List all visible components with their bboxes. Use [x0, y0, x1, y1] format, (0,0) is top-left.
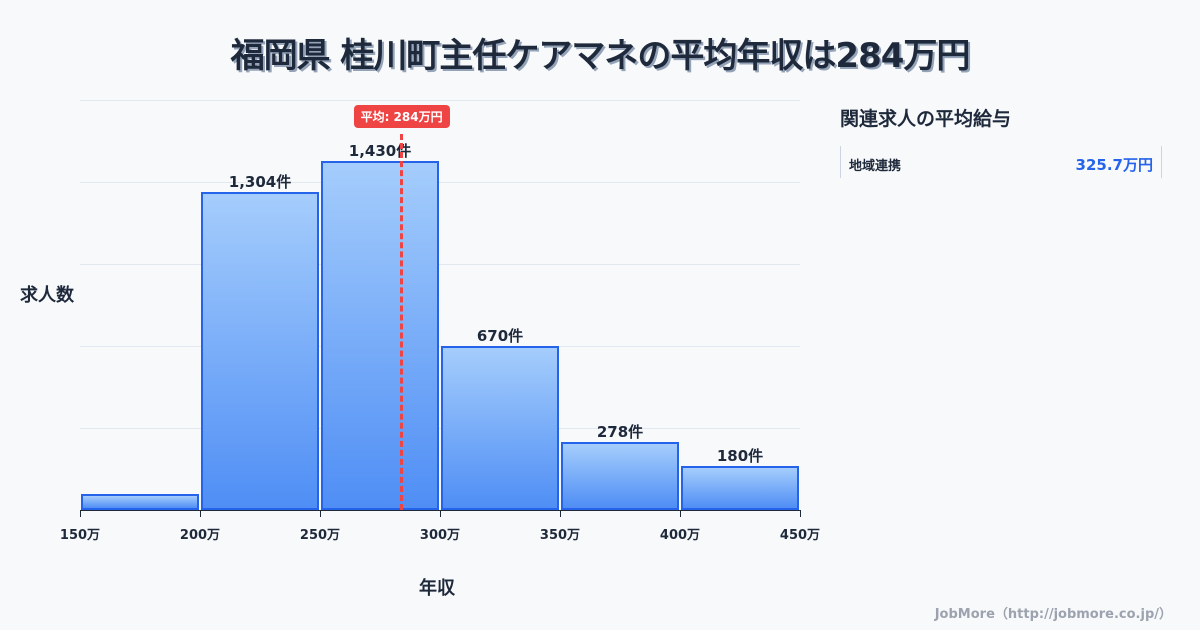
bar-value-label: 180件	[716, 447, 764, 465]
histogram-bar[interactable]	[681, 466, 799, 510]
x-tick-label: 300万	[419, 528, 461, 543]
histogram-bar[interactable]	[321, 161, 439, 510]
mean-line	[400, 134, 404, 510]
histogram-bar[interactable]	[441, 346, 559, 510]
x-tick	[680, 510, 681, 517]
footer-credit: JobMore（http://jobmore.co.jp/）	[934, 607, 1172, 622]
x-tick-label: 150万	[59, 528, 101, 543]
x-tick	[440, 510, 441, 517]
mean-badge: 平均: 284万円	[353, 105, 450, 128]
x-tick-label: 200万	[179, 528, 221, 543]
related-job-salary: 325.7万円	[1075, 156, 1153, 174]
histogram-bar[interactable]	[561, 442, 679, 510]
chart-title: 福岡県 桂川町主任ケアマネの平均年収は284万円	[230, 36, 971, 76]
bar-value-label: 1,430件	[348, 142, 412, 160]
histogram-bar[interactable]	[81, 494, 199, 510]
related-salary-item[interactable]: 地域連携 325.7万円	[840, 146, 1162, 178]
x-tick-label: 450万	[779, 528, 821, 543]
histogram-plot: 1,304件 1,430件 670件 278件 180件 150万 200万 250万 300…	[60, 100, 820, 543]
x-tick	[200, 510, 201, 517]
related-salary-title: 関連求人の平均給与	[840, 108, 1012, 130]
gridline	[80, 264, 800, 265]
x-axis-label: 年収	[419, 578, 455, 599]
x-tick-label: 250万	[299, 528, 341, 543]
bar-value-label: 1,304件	[228, 173, 292, 191]
x-tick-label: 400万	[659, 528, 701, 543]
x-tick	[320, 510, 321, 517]
x-tick-label: 350万	[539, 528, 581, 543]
x-tick	[800, 510, 801, 517]
gridline	[80, 428, 800, 429]
bar-value-label: 278件	[596, 423, 644, 441]
x-tick	[560, 510, 561, 517]
y-axis-label: 求人数	[20, 285, 74, 306]
gridline	[80, 100, 800, 101]
gridline	[80, 346, 800, 347]
x-tick	[80, 510, 81, 517]
gridline	[80, 182, 800, 183]
bar-value-label: 670件	[476, 327, 524, 345]
related-job-name: 地域連携	[849, 159, 902, 174]
histogram-bar[interactable]	[201, 192, 319, 510]
